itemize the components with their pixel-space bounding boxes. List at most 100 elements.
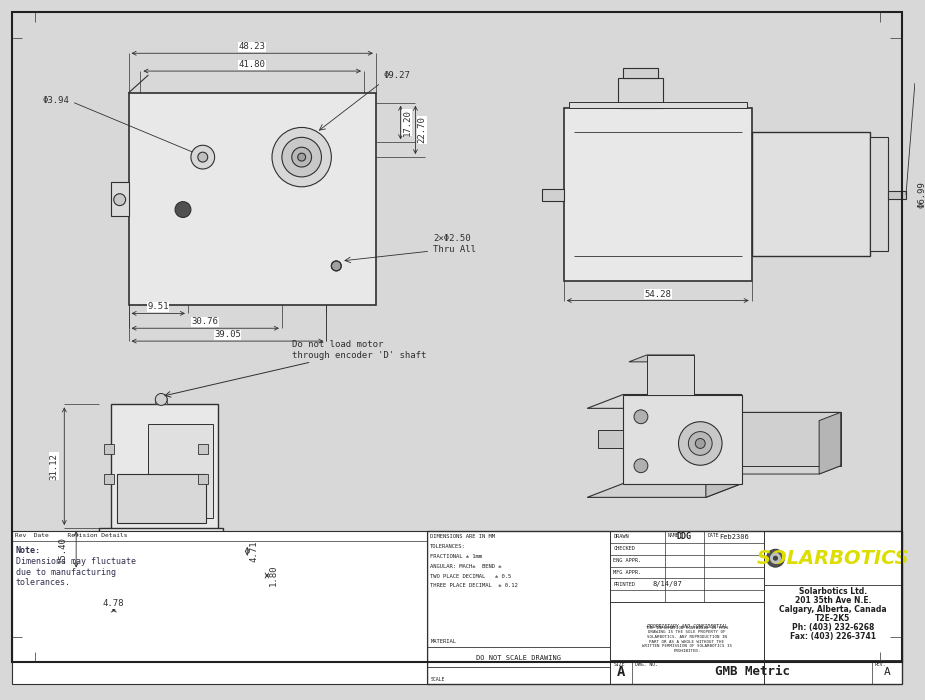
Text: due to manufacturing: due to manufacturing — [16, 568, 116, 577]
Text: NAME: NAME — [668, 533, 679, 538]
Text: Feb2306: Feb2306 — [719, 534, 748, 540]
Text: 201 35th Ave N.E.: 201 35th Ave N.E. — [795, 596, 871, 606]
Circle shape — [191, 146, 215, 169]
Text: Ph: (403) 232-6268: Ph: (403) 232-6268 — [792, 623, 874, 632]
Text: DDG: DDG — [677, 533, 692, 541]
Text: 22.70: 22.70 — [417, 116, 426, 144]
Circle shape — [773, 556, 777, 560]
Bar — [81, 570, 235, 580]
Bar — [752, 132, 870, 256]
Text: 39.05: 39.05 — [214, 330, 240, 339]
Text: 9.51: 9.51 — [147, 302, 169, 312]
Text: THREE PLACE DECIMAL  ± 0.12: THREE PLACE DECIMAL ± 0.12 — [430, 583, 518, 589]
Bar — [99, 528, 223, 566]
Polygon shape — [647, 355, 695, 395]
Text: MFG APPR.: MFG APPR. — [613, 570, 641, 575]
Polygon shape — [629, 355, 695, 362]
Polygon shape — [587, 484, 742, 498]
Bar — [104, 474, 114, 484]
Text: 48.23: 48.23 — [239, 42, 265, 51]
Circle shape — [291, 147, 312, 167]
Text: TWO PLACE DECIMAL   ± 0.5: TWO PLACE DECIMAL ± 0.5 — [430, 573, 512, 578]
Text: Fax: (403) 226-3741: Fax: (403) 226-3741 — [790, 632, 876, 641]
Text: 1.80: 1.80 — [269, 565, 278, 587]
Bar — [154, 580, 163, 598]
Circle shape — [696, 438, 705, 449]
Text: TOLERANCES:: TOLERANCES: — [430, 544, 466, 549]
Circle shape — [634, 458, 647, 472]
Text: Do not load motor
through encoder 'D' shaft: Do not load motor through encoder 'D' sh… — [291, 340, 426, 360]
Bar — [111, 405, 217, 533]
Text: Note:: Note: — [16, 546, 41, 555]
Text: tolerances.: tolerances. — [16, 578, 71, 587]
Polygon shape — [623, 395, 742, 484]
Circle shape — [331, 261, 341, 271]
Text: 4.78: 4.78 — [103, 599, 125, 608]
Circle shape — [767, 550, 784, 567]
Text: THE INFORMATION CONTAINED IN THIS
DRAWING IS THE SOLE PROPERTY OF
SOLARBOTICS. A: THE INFORMATION CONTAINED IN THIS DRAWIN… — [642, 626, 732, 653]
Text: DO NOT SCALE DRAWING: DO NOT SCALE DRAWING — [476, 654, 561, 661]
Circle shape — [634, 410, 647, 424]
Circle shape — [198, 152, 208, 162]
Text: Calgary, Alberta, Canada: Calgary, Alberta, Canada — [779, 606, 887, 614]
Bar — [198, 474, 208, 484]
Text: GMB Metric: GMB Metric — [715, 666, 790, 678]
Bar — [542, 189, 563, 201]
Bar — [563, 108, 752, 281]
Text: A: A — [884, 667, 891, 677]
Circle shape — [298, 153, 305, 161]
Circle shape — [282, 137, 322, 177]
Text: FRACTIONAL ± 1mm: FRACTIONAL ± 1mm — [430, 554, 482, 559]
Text: DATE: DATE — [708, 533, 719, 538]
Text: 2×Φ2.50
Thru All: 2×Φ2.50 Thru All — [433, 234, 476, 254]
Circle shape — [272, 127, 331, 187]
Text: Rev  Date     Revision Details: Rev Date Revision Details — [15, 533, 128, 538]
Text: CHECKED: CHECKED — [613, 546, 635, 552]
Bar — [569, 102, 746, 108]
Bar — [117, 474, 205, 523]
Bar — [427, 531, 902, 685]
Text: PROPRIETARY AND CONFIDENTIAL: PROPRIETARY AND CONFIDENTIAL — [647, 624, 727, 629]
Text: DWG. NO.: DWG. NO. — [635, 662, 658, 666]
Text: Dimensions may fluctuate: Dimensions may fluctuate — [16, 556, 136, 566]
Text: 30.76: 30.76 — [191, 317, 218, 326]
Text: T2E-2K5: T2E-2K5 — [815, 614, 850, 623]
Bar — [89, 559, 228, 570]
Polygon shape — [676, 355, 695, 401]
Circle shape — [679, 421, 722, 466]
Bar — [623, 68, 658, 78]
Text: 54.28: 54.28 — [645, 290, 672, 299]
Bar — [155, 398, 167, 405]
Text: Φ6.99: Φ6.99 — [918, 181, 925, 208]
Polygon shape — [742, 412, 841, 466]
Bar — [109, 580, 118, 598]
Text: 15.40: 15.40 — [58, 536, 68, 563]
Polygon shape — [587, 395, 742, 408]
Text: Solarbotics Ltd.: Solarbotics Ltd. — [799, 587, 867, 596]
Polygon shape — [820, 412, 841, 474]
Bar — [148, 424, 213, 518]
Polygon shape — [721, 466, 841, 474]
Bar — [12, 531, 427, 685]
Text: MATERIAL: MATERIAL — [430, 639, 456, 644]
Bar — [223, 561, 240, 568]
Text: 31.12: 31.12 — [49, 453, 58, 480]
Text: ANGULAR: MACH±  BEND ±: ANGULAR: MACH± BEND ± — [430, 564, 501, 568]
Text: ENG APPR.: ENG APPR. — [613, 558, 641, 564]
Bar — [111, 182, 129, 216]
Text: 4.71: 4.71 — [249, 540, 258, 562]
Bar — [129, 93, 376, 305]
Circle shape — [114, 194, 126, 206]
Circle shape — [175, 202, 191, 218]
Bar — [888, 191, 906, 199]
Polygon shape — [706, 395, 742, 498]
Text: SCALE: SCALE — [430, 678, 445, 682]
Bar — [104, 444, 114, 454]
Text: PRINTED: PRINTED — [613, 582, 635, 587]
Text: DIMENSIONS ARE IN MM: DIMENSIONS ARE IN MM — [430, 534, 495, 539]
Bar — [198, 444, 208, 454]
Text: A: A — [617, 665, 625, 679]
Bar — [870, 137, 888, 251]
Text: Φ9.27: Φ9.27 — [384, 71, 411, 80]
Text: Φ3.94: Φ3.94 — [43, 96, 69, 105]
